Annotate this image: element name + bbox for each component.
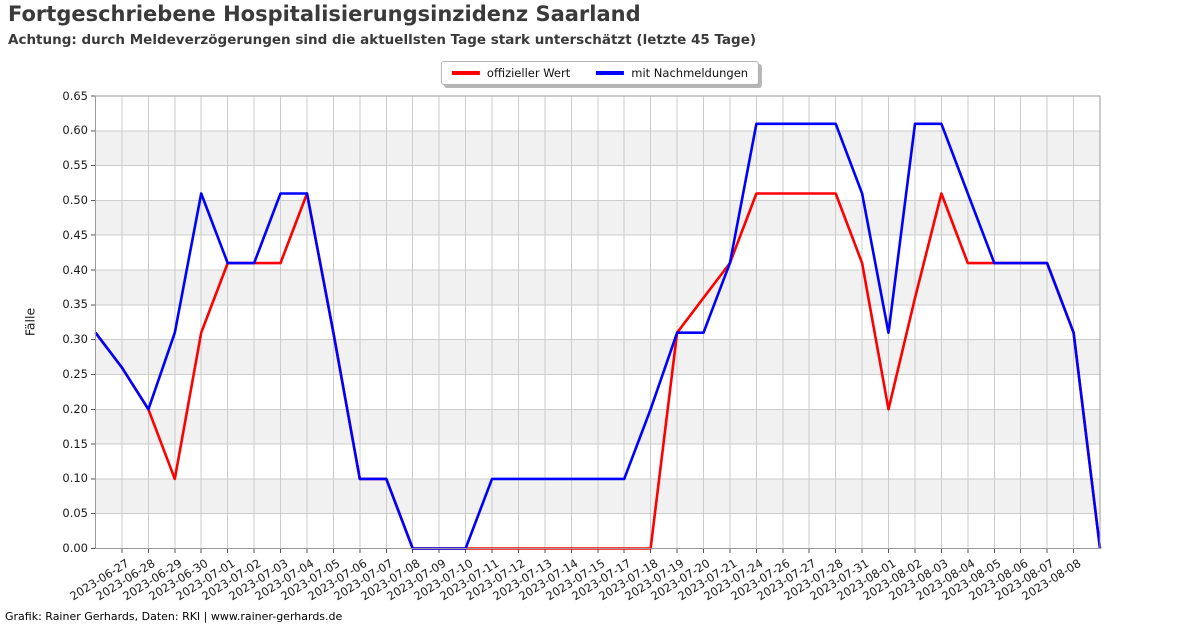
y-tick-label: 0.00 <box>62 541 88 555</box>
y-tick-label: 0.25 <box>62 366 88 381</box>
plot-border <box>94 95 1101 550</box>
legend-label: offizieller Wert <box>486 66 571 80</box>
y-tick-label: 0.30 <box>62 332 88 347</box>
y-tick-label: 0.45 <box>62 227 88 242</box>
y-tick-label: 0.55 <box>62 158 88 173</box>
series-line-mit-nachmeldungen <box>94 122 1102 550</box>
legend-label: mit Nachmeldungen <box>631 66 749 80</box>
y-tick-label: 0.15 <box>62 436 88 451</box>
page-title: Fortgeschriebene Hospitalisierungsinzide… <box>8 2 641 26</box>
legend-item-offizieller-wert: offizieller Wert <box>451 66 571 80</box>
chart-legend: offizieller Wert mit Nachmeldungen <box>440 61 760 85</box>
red-line-swatch <box>451 71 480 75</box>
y-tick-label: 0.65 <box>62 88 88 103</box>
y-tick-label: 0.10 <box>62 471 88 486</box>
y-tick-label: 0.20 <box>62 401 88 416</box>
y-axis-label: Fälle <box>22 307 38 337</box>
y-tick-label: 0.60 <box>62 123 88 138</box>
y-tick-label: 0.40 <box>62 262 88 277</box>
credit-footer: Grafik: Rainer Gerhards, Daten: RKI | ww… <box>5 610 343 623</box>
blue-line-swatch <box>596 71 625 75</box>
chart-subtitle-warning: Achtung: durch Meldeverzögerungen sind d… <box>8 32 757 48</box>
y-tick-label: 0.35 <box>62 297 88 312</box>
legend-item-mit-nachmeldungen: mit Nachmeldungen <box>596 66 748 80</box>
y-tick-label: 0.05 <box>62 506 88 521</box>
y-tick-label: 0.50 <box>62 192 88 207</box>
